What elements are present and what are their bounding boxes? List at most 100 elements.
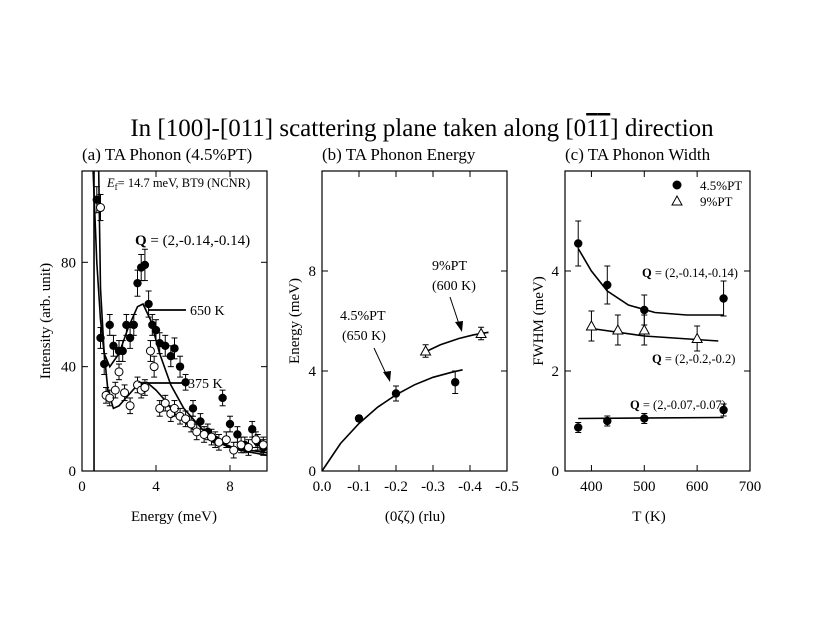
filled-circle-marker	[96, 333, 105, 343]
open-circle-marker	[149, 362, 159, 372]
open-triangle-marker	[638, 323, 651, 335]
data-point	[149, 355, 159, 378]
data-point	[475, 326, 487, 341]
data-point	[251, 431, 261, 449]
panel-a-frame	[81, 170, 268, 472]
data-point	[96, 327, 105, 349]
open-triangle-marker	[475, 327, 487, 338]
data-point	[229, 441, 239, 459]
data-point	[133, 269, 142, 297]
q3-bold: Q	[630, 398, 640, 412]
x-tick-label: -0.1	[347, 479, 371, 495]
data-point	[196, 413, 205, 430]
ef-text: = 14.7 meV, BT9 (NCNR)	[118, 176, 251, 190]
panel-a-points	[92, 186, 268, 459]
open-circle-marker	[192, 427, 202, 437]
data-point	[603, 265, 612, 305]
data-point	[105, 313, 114, 336]
data-point	[140, 248, 150, 282]
panel-b-points	[354, 326, 487, 423]
data-point	[719, 280, 728, 317]
fit-curve	[577, 248, 724, 316]
filled-circle-marker	[248, 425, 257, 434]
panel-a-title: (a) TA Phonon (4.5%PT)	[82, 145, 252, 164]
data-point	[166, 345, 175, 368]
filled-circle-marker	[233, 430, 242, 439]
panel-a-q-annotation: Q = (2,-0.14,-0.14)	[135, 233, 250, 249]
data-point	[145, 340, 155, 362]
panel-b-label-9-line2: (600 K)	[432, 279, 476, 294]
data-point	[118, 340, 127, 362]
filled-circle-marker	[354, 414, 364, 423]
ef-sub: f	[115, 182, 118, 192]
panel-b-label-9-line1: 9%PT	[432, 259, 467, 274]
q1-text: = (2,-0.14,-0.14)	[652, 266, 738, 280]
filled-circle-marker	[451, 378, 460, 387]
open-triangle-marker	[612, 323, 624, 335]
filled-circle-marker	[166, 352, 175, 361]
open-triangle-marker	[691, 332, 703, 343]
q1-bold: Q	[642, 266, 652, 280]
open-circle-marker	[199, 429, 209, 439]
data-point	[100, 353, 109, 375]
open-circle-marker	[114, 367, 124, 377]
data-point	[92, 186, 102, 214]
panel-b-xlabel: (0ζζ) (rlu)	[385, 509, 445, 525]
x-tick-label: -0.3	[421, 479, 445, 495]
data-point	[603, 415, 612, 427]
open-circle-marker	[140, 383, 150, 393]
panel-b: (b) TA Phonon Energy 0.0 -0.1 -0.2 -0.3 -0.4…	[287, 145, 519, 525]
fit-curve	[321, 369, 463, 472]
x-tick-label: 500	[633, 479, 656, 495]
filled-circle-marker	[574, 239, 583, 248]
data-point	[160, 394, 170, 412]
filled-circle-marker	[92, 195, 102, 204]
q-text: = (2,-0.14,-0.14)	[147, 233, 250, 249]
data-point	[233, 426, 242, 443]
open-circle-marker	[125, 401, 135, 411]
filled-circle-marker	[122, 320, 131, 330]
figure-title: In [100]-[011] scattering plane taken al…	[130, 115, 714, 142]
open-triangle-marker	[585, 319, 598, 331]
y-tick-label: 0	[309, 464, 317, 480]
data-point	[122, 313, 131, 336]
filled-circle-marker	[100, 359, 109, 369]
open-circle-marker	[244, 443, 253, 453]
x-tick-label: 400	[580, 479, 603, 495]
q3-text: = (2,-0.07,-0.07)	[640, 398, 726, 412]
filled-circle-marker	[640, 414, 649, 423]
panel-b-fits	[321, 331, 489, 472]
data-point	[186, 415, 196, 433]
panel-a-xlabel: Energy (meV)	[131, 509, 217, 525]
panel-a-fits	[92, 170, 268, 471]
data-point	[125, 397, 135, 415]
data-point	[221, 431, 231, 449]
filled-circle-marker	[574, 423, 583, 432]
data-point	[129, 313, 138, 336]
filled-circle-marker	[196, 417, 205, 426]
panel-b-frame	[321, 170, 508, 472]
data-point	[96, 193, 105, 222]
data-point	[218, 389, 227, 407]
data-point	[258, 436, 268, 454]
open-circle-marker	[258, 440, 268, 450]
data-point	[144, 290, 153, 318]
y-tick-label: 0	[552, 464, 560, 480]
y-tick-label: 2	[552, 364, 560, 380]
data-point	[574, 220, 583, 267]
y-tick-label: 0	[69, 464, 77, 480]
panel-b-x-ticks: 0.0 -0.1 -0.2 -0.3 -0.4 -0.5	[313, 171, 519, 495]
data-point	[125, 327, 135, 349]
panel-a-label-375: 375 K	[188, 377, 223, 392]
fit-curve	[578, 416, 724, 420]
x-tick-label: 700	[739, 479, 762, 495]
q-bold: Q	[135, 233, 147, 249]
legend-open-triangle-marker	[671, 194, 683, 206]
filled-circle-marker	[391, 389, 401, 398]
data-point	[105, 389, 115, 407]
panel-a-x-ticks: 0 4 8	[78, 171, 234, 495]
x-tick-label: 0	[78, 479, 86, 495]
y-tick-label: 4	[309, 364, 317, 380]
panel-c-ylabel: FWHM (meV)	[531, 276, 547, 366]
